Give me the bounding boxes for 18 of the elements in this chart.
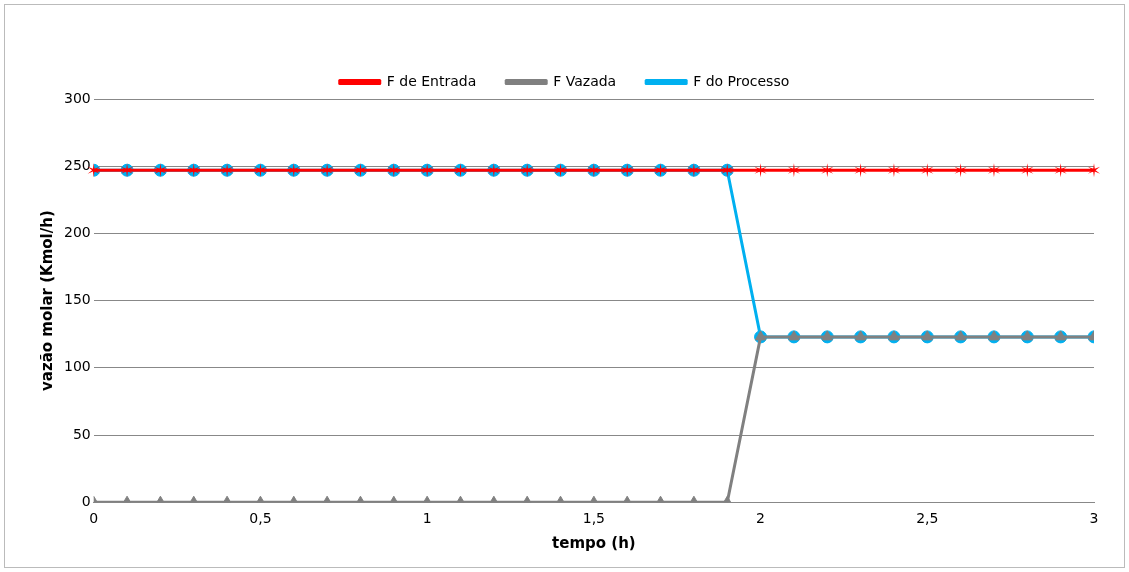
legend-label: F de Entrada	[386, 72, 477, 89]
x-axis-title: tempo (h)	[552, 533, 636, 552]
x-tick-label: 0,5	[249, 510, 272, 527]
legend-label: F Vazada	[553, 72, 617, 89]
y-tick-label: 50	[72, 425, 91, 442]
x-tick-label: 1	[422, 510, 432, 527]
x-tick-label: 2,5	[916, 510, 939, 527]
y-axis-title: vazão molar (Kmol/h)	[37, 210, 56, 391]
y-tick-label: 100	[63, 358, 91, 375]
y-tick-label: 200	[63, 224, 91, 241]
x-tick-label: 2	[756, 510, 766, 527]
y-tick-label: 0	[81, 492, 91, 509]
legend-label: F do Processo	[693, 72, 790, 89]
y-tick-label: 300	[63, 89, 91, 106]
x-tick-label: 1,5	[582, 510, 605, 527]
x-tick-label: 3	[1089, 510, 1099, 527]
y-tick-label: 150	[63, 291, 91, 308]
y-tick-label: 250	[63, 156, 91, 173]
